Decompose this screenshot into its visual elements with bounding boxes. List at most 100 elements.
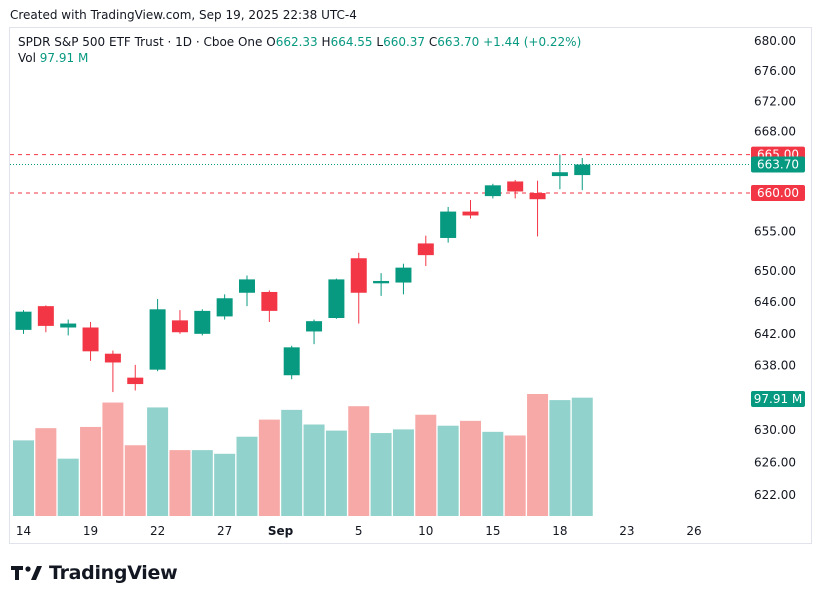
volume-bar (35, 428, 57, 516)
volume-bar (80, 426, 102, 516)
candlestick-chart[interactable]: 680.00 676.00 672.00 668.00 655.00 650.00 646.… (0, 0, 822, 550)
candle[interactable] (149, 299, 166, 372)
price-lines (10, 154, 750, 194)
time-axis[interactable]: 14 19 22 27 Sep 5 10 15 18 23 26 (16, 524, 702, 538)
legend-volume-row: Vol 97.91 M (18, 50, 581, 66)
svg-text:663.70: 663.70 (757, 158, 799, 172)
volume-bar (504, 435, 526, 516)
symbol-title[interactable]: SPDR S&P 500 ETF Trust · 1D · Cboe One (18, 35, 263, 49)
volume-value: 97.91 M (39, 51, 89, 65)
volume-bar (236, 436, 258, 516)
volume-bar (415, 414, 437, 516)
volume-badge: 97.91 M (751, 391, 805, 407)
candle[interactable] (417, 235, 434, 267)
volume-bar (527, 394, 549, 516)
svg-text:97.91 M: 97.91 M (754, 392, 803, 406)
time-tick-label: 27 (217, 524, 232, 538)
volume-bar (571, 397, 593, 516)
price-tick-label: 676.00 (754, 64, 796, 78)
low-label: L (376, 35, 384, 49)
candle[interactable] (507, 179, 524, 199)
candle[interactable] (104, 350, 121, 393)
candle[interactable] (37, 305, 54, 333)
time-tick-label: 22 (150, 524, 165, 538)
candle[interactable] (462, 199, 479, 219)
price-tick-label: 622.00 (754, 488, 796, 502)
candle[interactable] (350, 252, 367, 324)
volume-bar (102, 402, 124, 516)
volume-bar (147, 407, 169, 516)
time-tick-label: 18 (552, 524, 567, 538)
time-tick-label: Sep (268, 524, 294, 538)
candle[interactable] (171, 310, 188, 334)
volume-bar (325, 430, 347, 516)
candle[interactable] (261, 290, 278, 322)
volume-bar (258, 419, 280, 516)
time-tick-label: 15 (485, 524, 500, 538)
created-with-caption: Created with TradingView.com, Sep 19, 20… (10, 8, 357, 22)
volume-bar (303, 424, 325, 516)
volume-bar (281, 409, 303, 516)
time-tick-label: 5 (355, 524, 363, 538)
candle[interactable] (529, 180, 546, 237)
high-label: H (321, 35, 331, 49)
candle[interactable] (127, 364, 144, 391)
price-tick-label: 672.00 (754, 94, 796, 108)
price-tick-label: 655.00 (754, 225, 796, 239)
candle[interactable] (194, 309, 211, 336)
candles (15, 154, 591, 393)
volume-bar (191, 450, 213, 516)
volume-bar (460, 420, 481, 516)
candle[interactable] (306, 319, 323, 345)
low-value: 660.37 (383, 35, 426, 49)
candle[interactable] (60, 319, 77, 336)
close-value: 663.70 (437, 35, 480, 49)
price-axis[interactable]: 680.00 676.00 672.00 668.00 655.00 650.00 646.… (751, 34, 805, 502)
candle[interactable] (216, 294, 233, 320)
price-tick-label: 626.00 (754, 455, 796, 469)
open-value: 662.33 (275, 35, 318, 49)
high-value: 664.55 (330, 35, 373, 49)
legend: SPDR S&P 500 ETF Trust · 1D · Cboe One O… (18, 34, 581, 66)
volume-bar (348, 406, 370, 516)
candle[interactable] (283, 345, 300, 380)
open-label: O (266, 35, 276, 49)
candle[interactable] (395, 263, 412, 295)
candle[interactable] (373, 273, 390, 296)
candle[interactable] (82, 321, 99, 361)
candle[interactable] (440, 206, 457, 243)
time-tick-label: 10 (418, 524, 433, 538)
price-tick-label: 642.00 (754, 327, 796, 341)
candle[interactable] (15, 310, 32, 334)
last-price-badge: 663.70 (751, 156, 805, 173)
time-tick-label: 19 (83, 524, 98, 538)
change-value: +1.44 (+0.22%) (483, 35, 582, 49)
price-tick-label: 668.00 (754, 125, 796, 139)
volume-label[interactable]: Vol (18, 51, 36, 65)
price-tick-label: 646.00 (754, 295, 796, 309)
volume-bar (482, 431, 504, 516)
price-tick-label: 638.00 (754, 359, 796, 373)
volume-bar (370, 433, 392, 516)
logo-text: TradingView (49, 562, 178, 584)
volume-bar (549, 400, 571, 516)
volume-bar (57, 458, 79, 516)
candle[interactable] (574, 158, 591, 191)
candle[interactable] (484, 183, 501, 199)
price-tick-label: 630.00 (754, 423, 796, 437)
volume-bar (437, 425, 459, 516)
tradingview-logo-icon (11, 566, 42, 580)
tradingview-logo[interactable]: TradingView (11, 562, 178, 584)
time-tick-label: 26 (686, 524, 701, 538)
svg-text:660.00: 660.00 (757, 186, 799, 200)
candle[interactable] (239, 275, 255, 307)
price-tick-label: 650.00 (754, 264, 796, 278)
volume-bar (13, 440, 34, 516)
hline-price-badge: 660.00 (751, 185, 805, 202)
volume-bars (13, 394, 593, 516)
time-tick-label: 23 (619, 524, 634, 538)
price-tick-label: 680.00 (754, 34, 796, 48)
candle[interactable] (551, 154, 568, 190)
candle[interactable] (328, 278, 345, 319)
volume-bar (169, 450, 191, 516)
